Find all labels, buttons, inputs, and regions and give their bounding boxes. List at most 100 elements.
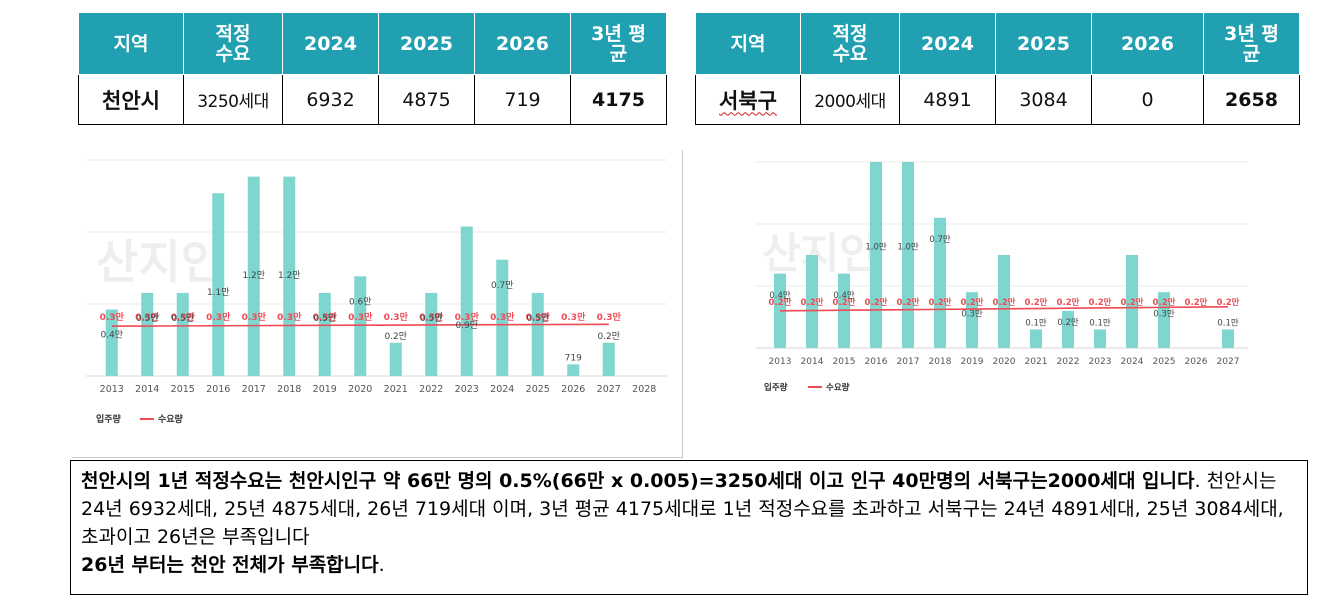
demand-label: 0.2만 xyxy=(897,297,920,308)
demand-label: 0.3만 xyxy=(348,311,373,323)
x-tick-label: 2026 xyxy=(1185,357,1208,367)
x-tick-label: 2020 xyxy=(348,384,372,395)
header-2025: 2025 xyxy=(995,12,1092,75)
bar-2021 xyxy=(1030,329,1042,348)
bar-label: 0.2만 xyxy=(384,331,407,342)
demand-label: 0.2만 xyxy=(865,297,888,308)
bar-label: 719 xyxy=(565,353,582,363)
x-tick-label: 2018 xyxy=(277,384,301,395)
bar-label: 0.9만 xyxy=(455,320,478,331)
x-tick-label: 2019 xyxy=(313,384,337,395)
bar-2014 xyxy=(806,255,818,348)
header-demand: 적정 수요 xyxy=(800,12,900,75)
bar-2022 xyxy=(425,292,438,376)
bar-label: 0.7만 xyxy=(929,235,951,245)
x-tick-label: 2014 xyxy=(135,384,159,395)
x-tick-label: 2024 xyxy=(490,384,514,395)
demand-label: 0.3만 xyxy=(419,311,444,323)
bar-2017 xyxy=(902,162,914,348)
demand-label: 0.3만 xyxy=(135,311,160,323)
x-tick-label: 2026 xyxy=(561,384,585,395)
demand-label: 0.3만 xyxy=(242,311,267,323)
x-tick-label: 2013 xyxy=(769,357,792,367)
bar-label: 0.5만 xyxy=(171,313,194,324)
header-demand-l1: 적정 xyxy=(215,22,251,45)
demand-label: 0.3만 xyxy=(100,311,125,323)
x-tick-label: 2015 xyxy=(833,357,856,367)
x-tick-label: 2025 xyxy=(526,384,550,395)
table-row: 서북구 2000세대 4891 3084 0 2658 xyxy=(695,74,1300,125)
bar-2015 xyxy=(176,292,189,376)
legend-supply-label: 입주량 xyxy=(96,413,122,425)
bar-2023 xyxy=(1094,329,1106,348)
bar-label: 0.3만 xyxy=(1153,309,1175,319)
table-row: 천안시 3250세대 6932 4875 719 4175 xyxy=(78,74,667,125)
demand-label: 0.2만 xyxy=(1121,297,1144,308)
legend-demand-label: 수요량 xyxy=(826,382,850,393)
note-bold-2: 26년 부터는 천안 전체가 부족합니다 xyxy=(81,554,379,576)
demand-label: 0.3만 xyxy=(277,311,302,323)
x-tick-label: 2025 xyxy=(1153,357,1176,367)
x-tick-label: 2023 xyxy=(455,384,479,395)
bar-label: 1.0만 xyxy=(865,242,887,252)
header-avg-l2: 균 xyxy=(609,42,628,65)
cell-avg: 2658 xyxy=(1203,74,1300,125)
bar-label: 0.1만 xyxy=(1025,318,1047,328)
note-text-2: . xyxy=(378,554,385,576)
demand-label: 0.2만 xyxy=(993,297,1016,308)
note-bold-1: 천안시의 1년 적정수요는 천안시인구 약 66만 명의 0.5%(66만 x … xyxy=(81,470,1195,492)
cell-demand: 3250세대 xyxy=(183,74,283,125)
demand-label: 0.3만 xyxy=(171,311,196,323)
bar-2026 xyxy=(567,364,580,376)
x-tick-label: 2014 xyxy=(801,357,824,367)
x-tick-label: 2016 xyxy=(865,357,888,367)
demand-label: 0.3만 xyxy=(561,311,586,323)
bar-label: 1.2만 xyxy=(242,270,265,281)
x-tick-label: 2018 xyxy=(929,357,952,367)
bar-label: 0.4만 xyxy=(833,291,855,301)
header-demand-l2: 수요 xyxy=(215,42,251,65)
x-tick-label: 2024 xyxy=(1121,357,1144,367)
x-tick-label: 2019 xyxy=(961,357,984,367)
x-tick-label: 2027 xyxy=(1217,357,1240,367)
demand-label: 0.2만 xyxy=(1153,297,1176,308)
header-region: 지역 xyxy=(695,12,801,75)
cell-2024: 4891 xyxy=(899,74,996,125)
cell-demand: 2000세대 xyxy=(800,74,900,125)
bar-label: 0.2만 xyxy=(597,331,620,342)
demand-label: 0.3만 xyxy=(526,311,551,323)
bar-label: 0.4만 xyxy=(769,291,791,301)
header-2026: 2026 xyxy=(1091,12,1204,75)
bar-2016 xyxy=(212,193,225,376)
x-tick-label: 2015 xyxy=(171,384,195,395)
bar-2019 xyxy=(966,292,978,348)
bar-2016 xyxy=(870,162,882,348)
demand-label: 0.3만 xyxy=(455,311,480,323)
cell-region: 서북구 xyxy=(695,74,801,125)
bar-2027 xyxy=(1222,329,1234,348)
bar-2027 xyxy=(602,342,615,376)
cell-2026: 0 xyxy=(1091,74,1204,125)
demand-label: 0.3만 xyxy=(206,311,231,323)
header-2025: 2025 xyxy=(378,12,475,75)
bar-label: 1.2만 xyxy=(278,270,301,281)
bar-2024 xyxy=(496,259,509,376)
bar-2025 xyxy=(531,292,544,376)
header-demand-l1: 적정 xyxy=(832,22,868,45)
bar-2018 xyxy=(934,217,946,348)
demand-label: 0.2만 xyxy=(1217,297,1240,308)
bar-label: 1.0만 xyxy=(897,242,919,252)
legend-supply-label: 입주량 xyxy=(764,382,788,393)
x-tick-label: 2013 xyxy=(100,384,124,395)
header-avg-l1: 3년 평 xyxy=(1224,22,1279,45)
x-tick-label: 2022 xyxy=(1057,357,1080,367)
cell-2026: 719 xyxy=(474,74,571,125)
x-tick-label: 2028 xyxy=(632,384,656,395)
bar-2020 xyxy=(354,276,367,376)
cell-region: 천안시 xyxy=(78,74,184,125)
